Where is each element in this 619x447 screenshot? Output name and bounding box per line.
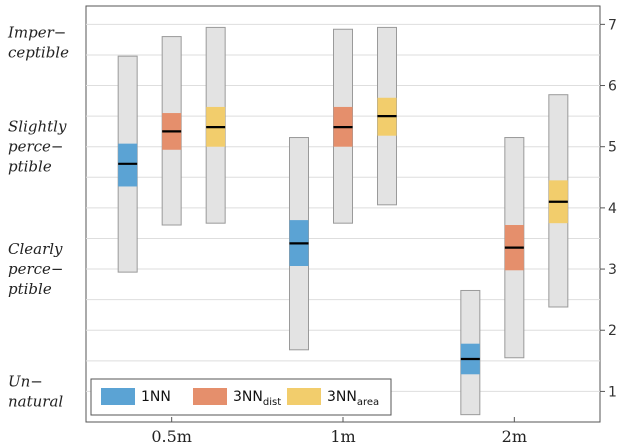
rating-level-line: perce−	[8, 260, 64, 278]
legend-label: 1NN	[141, 389, 171, 405]
rating-level-line: Clearly	[8, 240, 63, 258]
legend-label-main: 3NN	[327, 389, 357, 405]
rating-level-label: Un− natural	[8, 372, 63, 410]
legend-box	[90, 378, 392, 416]
y-tick-label: 7	[608, 17, 617, 33]
rating-level-line: Imper−	[7, 24, 66, 42]
y-tick-label: 3	[608, 262, 617, 278]
rating-level-line: ptible	[8, 280, 52, 298]
x-tick-label: 1m	[330, 427, 355, 446]
rating-level-line: ptible	[8, 158, 52, 176]
legend-label-main: 1NN	[141, 389, 171, 405]
bar-layer	[117, 26, 569, 416]
y-axis: 1 2 3 4 5 6 7	[600, 17, 617, 400]
rating-level-line: ceptible	[8, 44, 69, 62]
legend-label-subscript: dist	[263, 397, 281, 408]
x-tick-label: 0.5m	[151, 427, 192, 446]
legend-label: 3NNdist	[233, 389, 281, 408]
y-tick-label: 1	[608, 384, 617, 400]
x-tick-label: 2m	[502, 427, 527, 446]
legend: 1NN 3NNdist 3NNarea	[90, 378, 392, 416]
legend-swatch	[101, 388, 135, 405]
legend-swatch	[193, 388, 227, 405]
rating-level-label: Clearly perce− ptible	[8, 240, 64, 298]
quartile-box	[118, 143, 138, 187]
rating-level-line: perce−	[8, 138, 64, 156]
legend-label-main: 3NN	[233, 389, 263, 405]
y-tick-label: 4	[608, 201, 617, 217]
rating-level-label: Slightly perce− ptible	[8, 118, 67, 176]
x-axis: 0.5m 1m 2m	[151, 417, 527, 446]
legend-label-subscript: area	[357, 397, 379, 408]
rating-level-line: natural	[8, 392, 63, 410]
y-tick-label: 5	[608, 140, 617, 156]
rating-level-line: Slightly	[8, 118, 67, 136]
rating-level-line: Un−	[8, 372, 43, 390]
y-tick-label: 2	[608, 323, 617, 339]
y-tick-label: 6	[608, 79, 617, 95]
legend-swatch	[287, 388, 321, 405]
rating-level-label: Imper− ceptible	[7, 24, 69, 62]
legend-label: 3NNarea	[327, 389, 379, 408]
